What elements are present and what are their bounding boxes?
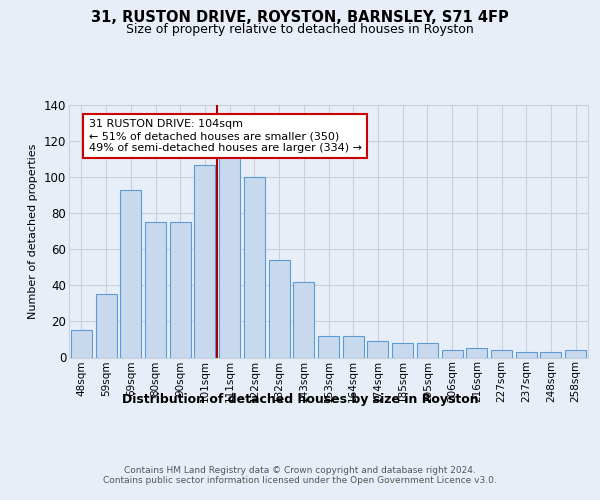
Bar [120,190,141,358]
Bar [516,352,537,358]
Text: Distribution of detached houses by size in Royston: Distribution of detached houses by size … [122,392,478,406]
Bar [244,177,265,358]
Bar [318,336,339,357]
Bar [417,343,438,357]
Bar [565,350,586,358]
Bar [219,152,240,358]
Bar [442,350,463,358]
Bar [145,222,166,358]
Bar [541,352,562,358]
Bar [194,164,215,358]
Bar [293,282,314,358]
Bar [343,336,364,357]
Bar [392,343,413,357]
Text: Contains HM Land Registry data © Crown copyright and database right 2024.
Contai: Contains HM Land Registry data © Crown c… [103,466,497,485]
Text: Size of property relative to detached houses in Royston: Size of property relative to detached ho… [126,23,474,36]
Bar [95,294,116,358]
Bar [170,222,191,358]
Text: 31, RUSTON DRIVE, ROYSTON, BARNSLEY, S71 4FP: 31, RUSTON DRIVE, ROYSTON, BARNSLEY, S71… [91,10,509,25]
Y-axis label: Number of detached properties: Number of detached properties [28,144,38,319]
Bar [491,350,512,358]
Bar [269,260,290,358]
Text: 31 RUSTON DRIVE: 104sqm
← 51% of detached houses are smaller (350)
49% of semi-d: 31 RUSTON DRIVE: 104sqm ← 51% of detache… [89,120,362,152]
Bar [71,330,92,357]
Bar [367,342,388,357]
Bar [466,348,487,358]
